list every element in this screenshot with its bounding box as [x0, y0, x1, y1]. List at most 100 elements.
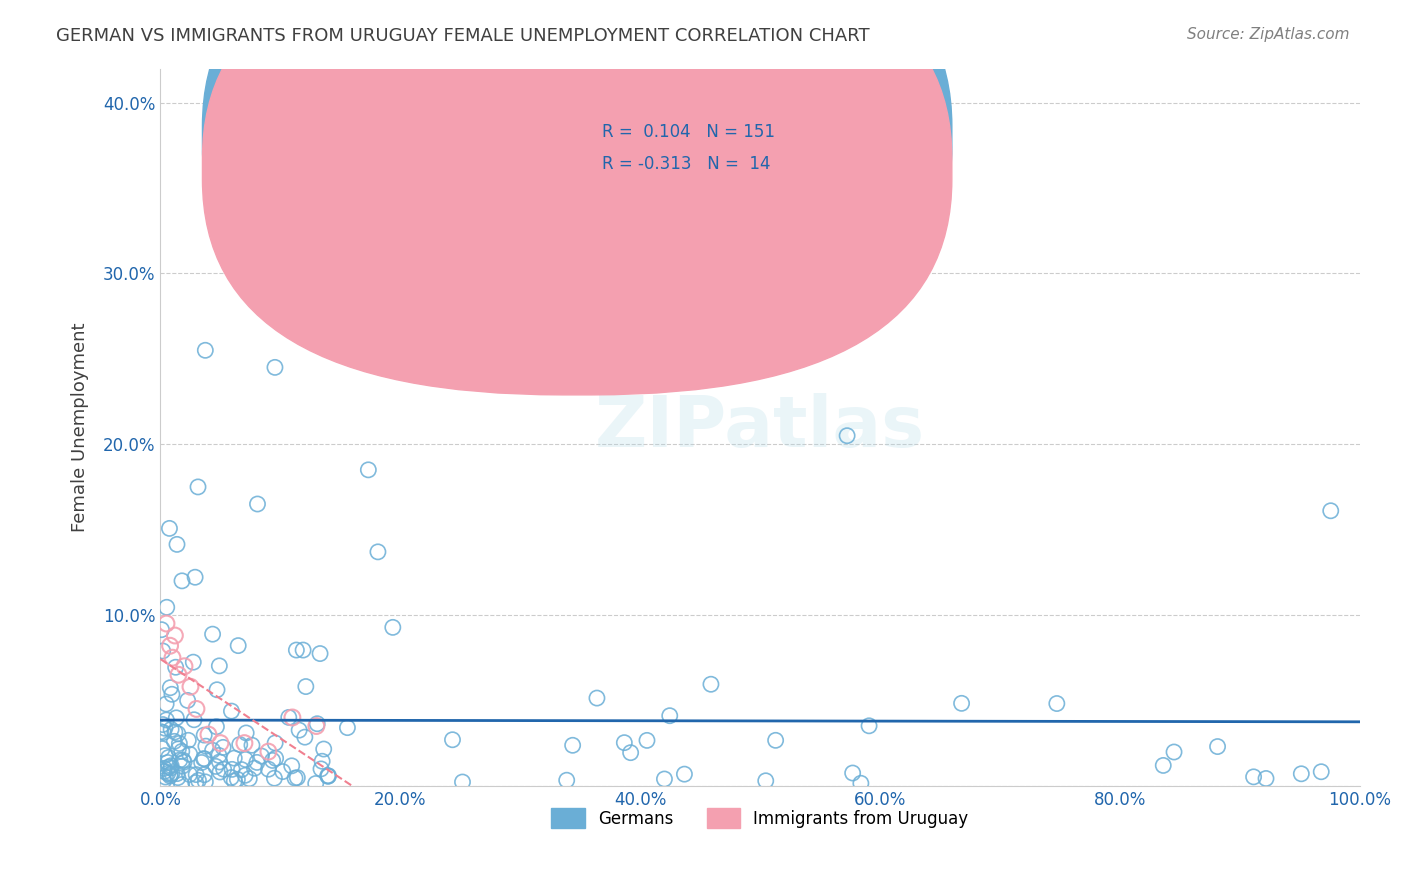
Point: [167, 771, 190, 785]
Point: [221, 704, 243, 718]
Point: [156, 766, 179, 780]
Point: [381, 620, 404, 634]
Point: [157, 760, 180, 774]
Point: [264, 736, 287, 750]
Point: [152, 773, 174, 788]
Point: [765, 733, 787, 747]
Text: Source: ZipAtlas.com: Source: ZipAtlas.com: [1187, 27, 1350, 42]
Point: [219, 771, 242, 785]
Point: [205, 682, 228, 697]
Point: [309, 762, 332, 776]
Legend: Germans, Immigrants from Uruguay: Germans, Immigrants from Uruguay: [544, 801, 976, 835]
Point: [311, 754, 333, 768]
Point: [159, 681, 181, 695]
Point: [149, 724, 172, 739]
Point: [1152, 758, 1174, 772]
FancyBboxPatch shape: [538, 112, 875, 209]
Point: [257, 745, 280, 759]
Point: [193, 752, 215, 766]
Point: [187, 773, 209, 788]
Point: [233, 768, 256, 782]
Point: [205, 720, 228, 734]
Point: [555, 773, 578, 788]
Point: [658, 708, 681, 723]
Point: [160, 723, 183, 737]
Point: [620, 746, 643, 760]
Point: [281, 710, 304, 724]
Point: [176, 693, 198, 707]
Point: [194, 775, 217, 789]
Point: [152, 725, 174, 739]
Point: [673, 767, 696, 781]
Point: [193, 752, 215, 766]
Point: [152, 644, 174, 658]
Point: [250, 749, 273, 764]
Point: [755, 773, 778, 788]
Point: [172, 753, 194, 767]
Point: [451, 775, 474, 789]
Point: [163, 628, 186, 642]
Point: [160, 761, 183, 775]
Point: [209, 736, 232, 750]
Point: [224, 751, 246, 765]
Point: [277, 710, 299, 724]
Point: [170, 744, 193, 758]
Point: [190, 756, 212, 770]
Point: [309, 647, 332, 661]
Point: [153, 761, 176, 775]
Point: [316, 769, 339, 783]
Point: [160, 687, 183, 701]
Point: [204, 759, 226, 773]
Point: [285, 771, 308, 785]
Point: [193, 768, 215, 782]
Point: [184, 570, 207, 584]
Point: [312, 742, 335, 756]
Point: [295, 680, 318, 694]
Point: [179, 747, 201, 762]
Point: [155, 770, 177, 784]
Point: [155, 697, 177, 711]
Point: [243, 761, 266, 775]
Point: [169, 753, 191, 767]
Point: [159, 769, 181, 783]
Point: [226, 639, 249, 653]
Point: [285, 643, 308, 657]
Point: [193, 728, 215, 742]
Point: [179, 767, 201, 781]
Point: [357, 463, 380, 477]
Point: [613, 736, 636, 750]
Point: [155, 616, 177, 631]
Point: [153, 764, 176, 779]
Point: [183, 713, 205, 727]
Text: ZIPatlas: ZIPatlas: [595, 392, 925, 462]
Point: [264, 360, 287, 375]
Point: [586, 691, 609, 706]
Point: [238, 772, 260, 786]
Point: [224, 774, 246, 789]
Point: [837, 428, 859, 442]
Point: [1206, 739, 1229, 754]
Point: [181, 655, 204, 669]
Point: [636, 733, 658, 747]
Point: [153, 721, 176, 735]
Point: [271, 764, 294, 779]
Point: [441, 732, 464, 747]
Point: [157, 750, 180, 764]
Point: [950, 696, 973, 710]
Point: [1254, 772, 1277, 786]
Point: [166, 537, 188, 551]
Point: [162, 650, 184, 665]
Point: [152, 717, 174, 731]
Point: [263, 771, 285, 785]
Point: [156, 756, 179, 770]
Point: [194, 343, 217, 358]
Point: [294, 730, 316, 744]
Point: [1310, 764, 1333, 779]
Point: [208, 764, 231, 779]
Point: [336, 721, 359, 735]
Point: [246, 497, 269, 511]
Point: [700, 677, 723, 691]
Point: [284, 771, 307, 785]
Point: [307, 716, 329, 731]
Point: [201, 743, 224, 757]
